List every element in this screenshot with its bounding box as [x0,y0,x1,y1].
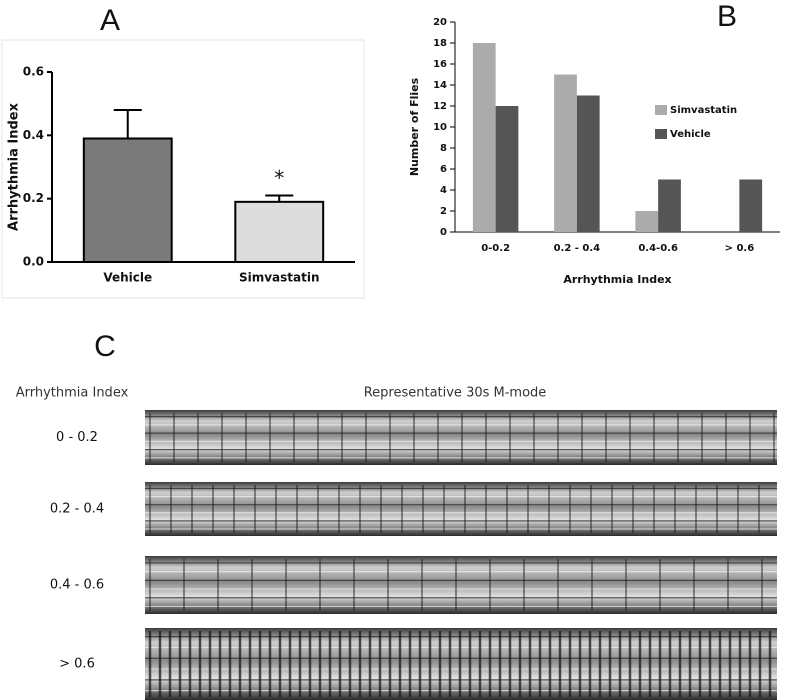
y-tick-label: 6 [440,164,447,175]
bar [635,211,659,232]
panel-label: B [717,0,737,33]
bar [658,179,681,232]
x-tick-label: 0.4-0.6 [638,243,678,254]
x-tick-label: 0.2 - 0.4 [554,243,601,254]
image-header: Representative 30s M-mode [364,386,547,401]
error-bar [113,109,142,139]
x-tick-label: Vehicle [103,271,152,285]
row-label: 0.2 - 0.4 [50,502,104,517]
y-tick-label: 18 [433,38,447,49]
x-tick-label: > 0.6 [725,243,755,254]
m-mode-image [145,410,777,465]
x-tick-label: 0-0.2 [481,243,510,254]
x-axis-label: Arrhythmia Index [563,273,671,286]
legend-label: Simvastatin [670,105,737,116]
panel-label: A [100,4,120,37]
panel-a-frame [1,39,365,299]
y-tick-label: 20 [433,17,447,28]
bar [472,43,496,232]
error-bar [265,194,294,202]
m-mode-image [145,482,777,536]
legend-label: Vehicle [670,129,711,140]
y-tick-label: 0.4 [23,128,44,142]
row-label: > 0.6 [59,657,95,672]
y-tick-label: 0.0 [23,255,44,269]
y-axis-label: Arrhythmia Index [7,102,22,231]
bar [495,106,519,232]
y-axis-label: Number of Flies [408,77,421,176]
row-header: Arrhythmia Index [16,386,129,401]
x-tick-label: Simvastatin [239,271,320,285]
y-tick-label: 2 [440,206,447,217]
y-tick-label: 8 [440,143,447,154]
annotation: * [274,166,284,190]
legend-swatch [655,129,667,139]
m-mode-image [145,556,777,614]
bar [82,137,173,263]
y-tick-label: 0 [440,227,447,238]
y-tick-label: 12 [433,101,447,112]
y-tick-label: 14 [433,80,447,91]
y-tick-label: 0.2 [23,191,44,205]
y-tick-label: 16 [433,59,447,70]
bar [234,200,325,263]
y-tick-label: 10 [433,122,447,133]
row-label: 0 - 0.2 [56,430,98,445]
legend-swatch [655,105,667,115]
y-tick-label: 4 [440,185,447,196]
bar [554,74,577,232]
bar [739,179,763,232]
row-label: 0.4 - 0.6 [50,578,104,593]
bar [576,95,600,232]
y-tick-label: 0.6 [23,65,44,79]
panel-label: C [94,330,116,363]
